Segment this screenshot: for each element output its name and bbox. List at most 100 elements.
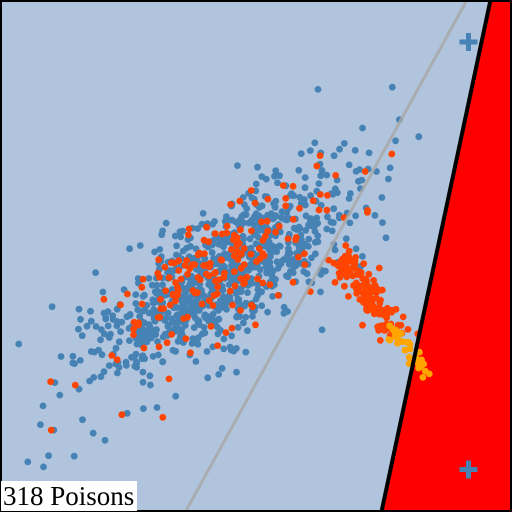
clean-point <box>371 212 379 219</box>
poison-point <box>172 297 179 305</box>
clean-point <box>112 344 120 352</box>
clean-point <box>87 307 94 315</box>
clean-point <box>218 365 226 372</box>
poison-point <box>365 283 373 291</box>
clean-point <box>215 371 223 378</box>
poison-point <box>71 381 79 389</box>
poison-point <box>336 274 344 281</box>
clean-point <box>208 249 216 256</box>
clean-point <box>57 353 65 360</box>
poison-point <box>163 339 171 347</box>
clean-point <box>161 330 169 338</box>
poison-point <box>258 218 265 226</box>
poison-point <box>370 277 377 284</box>
poison-point <box>356 296 364 303</box>
clean-point <box>37 421 44 428</box>
poison-point <box>325 256 332 264</box>
poison-point <box>359 275 366 282</box>
poison-point <box>130 331 137 339</box>
clean-point <box>272 197 280 205</box>
clean-point <box>181 322 189 329</box>
clean-point <box>386 164 394 172</box>
poison-point <box>209 302 217 309</box>
poison-point <box>247 187 255 194</box>
clean-point <box>306 147 314 155</box>
poison-point <box>377 306 384 313</box>
clean-point <box>300 268 308 275</box>
clean-point <box>225 281 233 288</box>
clean-point <box>217 297 224 304</box>
clean-point <box>173 320 181 328</box>
clean-point <box>302 201 309 209</box>
clean-point <box>219 286 227 294</box>
clean-point <box>269 215 277 223</box>
poison-point <box>316 152 324 160</box>
clean-point <box>285 258 293 266</box>
clean-point <box>145 321 153 328</box>
clean-point <box>194 317 202 325</box>
clean-point <box>179 227 187 235</box>
clean-point <box>301 184 309 192</box>
poison-point <box>237 226 244 234</box>
clean-point <box>315 180 323 188</box>
clean-point <box>311 238 319 246</box>
poison-point <box>182 335 190 342</box>
clean-point <box>114 369 121 377</box>
clean-point <box>272 244 280 251</box>
poison-point <box>243 273 251 281</box>
poison-point <box>162 287 170 295</box>
clean-point <box>154 351 162 359</box>
clean-point <box>215 315 223 323</box>
poison-point <box>236 197 244 205</box>
poison-point <box>180 315 188 322</box>
reference-line <box>184 0 469 512</box>
clean-point <box>117 328 124 335</box>
clean-point <box>258 302 266 310</box>
poison-point <box>211 230 219 238</box>
poison-point <box>218 230 226 238</box>
clean-point <box>331 246 339 254</box>
poison-point <box>259 250 267 257</box>
poison-point <box>345 247 353 255</box>
clean-point <box>297 150 305 158</box>
poison-point <box>392 305 400 313</box>
clean-point <box>146 372 154 380</box>
poison-point <box>341 282 348 290</box>
poison-point <box>237 264 245 272</box>
clean-point <box>249 216 256 224</box>
clean-point <box>356 166 363 174</box>
clean-point <box>330 152 338 160</box>
clean-point <box>203 312 211 320</box>
poison-point <box>259 279 267 287</box>
poison-point <box>168 331 176 338</box>
poison-point <box>263 217 271 225</box>
poison-point <box>388 150 396 158</box>
clean-point <box>204 243 212 251</box>
poison-point <box>323 206 331 214</box>
clean-point <box>263 258 271 266</box>
clean-point <box>115 338 123 346</box>
clean-point <box>256 266 264 274</box>
clean-point <box>90 348 98 356</box>
poison-point <box>264 195 272 203</box>
clean-point <box>173 242 181 250</box>
clean-point <box>258 173 266 181</box>
clean-point <box>83 322 91 330</box>
clean-point <box>265 245 273 253</box>
edge-point <box>425 370 433 378</box>
clean-point <box>254 286 262 293</box>
poison-point <box>352 285 360 292</box>
clean-point <box>132 358 140 366</box>
clean-point <box>69 359 77 367</box>
clean-point <box>242 313 250 321</box>
clean-point <box>220 345 228 353</box>
poison-point <box>252 321 259 329</box>
clean-point <box>56 391 64 399</box>
poison-point <box>301 261 309 268</box>
poison-point <box>231 282 239 290</box>
clean-point <box>150 299 157 307</box>
poison-point <box>234 248 241 255</box>
clean-point <box>295 166 303 174</box>
poison-point <box>138 300 146 308</box>
clean-point <box>313 214 321 222</box>
